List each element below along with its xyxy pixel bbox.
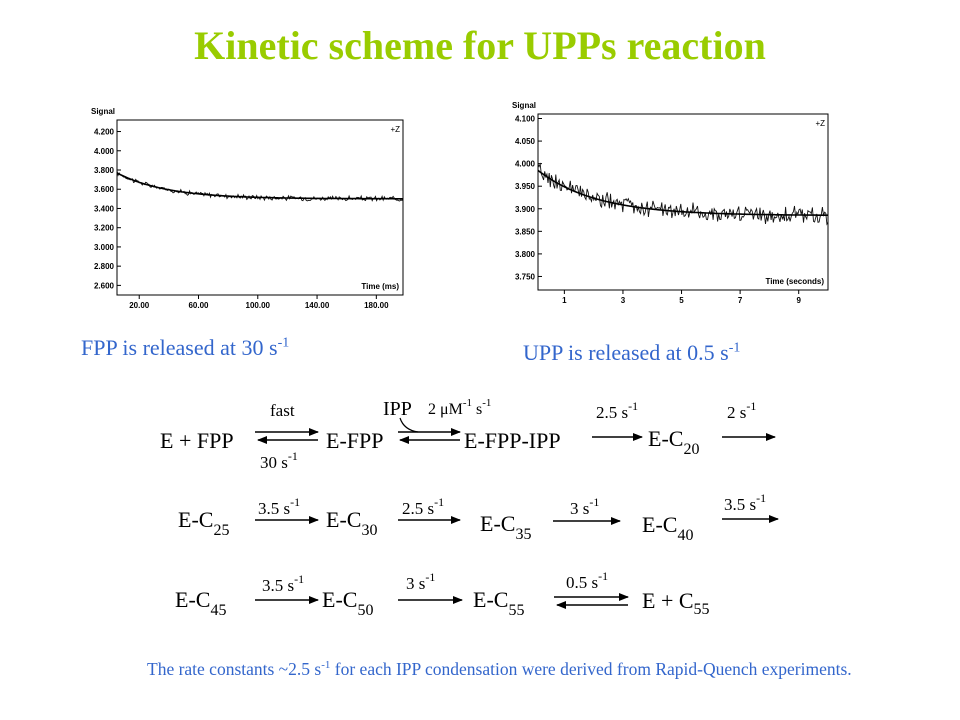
ipp-curved-arrow xyxy=(399,417,419,433)
x-axis-label: Time (seconds) xyxy=(765,277,824,286)
y-axis-label: Signal xyxy=(512,101,536,110)
x-axis-label: Time (ms) xyxy=(361,282,399,291)
y-tick-label: 3.750 xyxy=(515,272,536,281)
x-tick-label: 180.00 xyxy=(364,301,389,310)
row2-rate4: 3.5 s-1 xyxy=(724,491,766,514)
e-c50: E-C50 xyxy=(322,587,373,619)
row2-rate3: 3 s-1 xyxy=(570,495,599,518)
corner-label: +Z xyxy=(815,119,825,128)
e-plus-fpp: E + FPP xyxy=(160,428,234,453)
row3-rate1: 3.5 s-1 xyxy=(262,572,304,595)
y-tick-label: 3.200 xyxy=(94,224,115,233)
upp-caption-text: UPP is released at 0.5 s xyxy=(523,340,729,365)
y-tick-label: 4.000 xyxy=(94,147,115,156)
y-tick-label: 3.900 xyxy=(515,205,536,214)
fit-curve xyxy=(116,172,403,200)
plot-frame xyxy=(116,119,404,296)
ipp-label: IPP xyxy=(383,398,412,420)
y-tick-label: 3.600 xyxy=(94,185,115,194)
y-tick-label: 3.400 xyxy=(94,204,115,213)
y-tick-label: 3.950 xyxy=(515,182,536,191)
rate-constants-note: The rate constants ~2.5 s-1 for each IPP… xyxy=(147,652,937,682)
upp-release-chart: Signal +Z Time (seconds) 3.750 3.800 3.850 3.9… xyxy=(512,101,829,305)
e-fpp-ipp: E-FPP-IPP xyxy=(464,428,561,453)
fpp-release-chart: Signal +Z Time (ms) 2.600 2.800 3.000 3.200 3.4… xyxy=(91,107,404,310)
fit-curve xyxy=(537,169,828,216)
x-tick-label: 100.00 xyxy=(246,301,271,310)
fpp-caption-sup: -1 xyxy=(277,335,290,351)
corner-label: +Z xyxy=(390,125,400,134)
e-c45: E-C45 xyxy=(175,587,226,619)
row3-rate2: 3 s-1 xyxy=(406,570,435,593)
x-tick-label: 60.00 xyxy=(188,301,209,310)
e-fpp-complex: E-FPP xyxy=(326,428,383,453)
upp-release-plot: Signal +Z Time (seconds) 3.750 3.800 3.850 3.9… xyxy=(500,92,840,314)
e-c55: E-C55 xyxy=(473,587,524,619)
back-rate-label: 30 s-1 xyxy=(260,449,298,472)
row2-rate2: 2.5 s-1 xyxy=(402,495,444,518)
e-c25: E-C25 xyxy=(178,507,229,539)
x-tick-label: 9 xyxy=(796,296,801,305)
fpp-caption-text: FPP is released at 30 s xyxy=(81,335,278,360)
fpp-caption: FPP is released at 30 s-1 xyxy=(81,335,289,361)
y-tick-label: 4.200 xyxy=(94,128,115,137)
e-c30: E-C30 xyxy=(326,507,377,539)
x-tick-label: 3 xyxy=(621,296,626,305)
x-tick-label: 1 xyxy=(562,296,567,305)
upp-caption: UPP is released at 0.5 s-1 xyxy=(523,340,740,366)
fpp-release-plot: Signal +Z Time (ms) 2.600 2.800 3.000 3.200 3.4… xyxy=(82,100,414,318)
y-tick-label: 3.800 xyxy=(94,166,115,175)
y-tick-label: 3.800 xyxy=(515,250,536,259)
e-c20: E-C20 xyxy=(648,426,699,458)
slide-title: Kinetic scheme for UPPs reaction xyxy=(194,23,766,68)
row1-rate2: 2 s-1 xyxy=(727,399,756,422)
note-sup: -1 xyxy=(321,659,331,671)
x-tick-label: 140.00 xyxy=(305,301,330,310)
x-tick-label: 7 xyxy=(738,296,743,305)
ipp-rate-label: 2 μM-1 s-1 xyxy=(428,397,491,418)
y-tick-label: 4.000 xyxy=(515,160,536,169)
fast-label: fast xyxy=(270,401,295,420)
y-tick-label: 4.050 xyxy=(515,137,536,146)
y-tick-label: 2.800 xyxy=(94,262,115,271)
e-c35: E-C35 xyxy=(480,511,531,543)
y-tick-label: 3.850 xyxy=(515,227,536,236)
note-text-before: The rate constants ~2.5 s xyxy=(147,658,322,679)
plot-frame xyxy=(537,113,829,291)
upp-caption-sup: -1 xyxy=(728,340,741,356)
final-product: E + C55 xyxy=(642,588,710,618)
y-tick-label: 4.100 xyxy=(515,115,536,124)
y-axis-label: Signal xyxy=(91,107,115,116)
e-c40: E-C40 xyxy=(642,512,693,544)
row2-rate1: 3.5 s-1 xyxy=(258,495,300,518)
x-tick-label: 20.00 xyxy=(129,301,150,310)
x-tick-label: 5 xyxy=(679,296,684,305)
row1-rate1: 2.5 s-1 xyxy=(596,399,638,422)
y-tick-label: 3.000 xyxy=(94,243,115,252)
y-tick-label: 2.600 xyxy=(94,281,115,290)
note-text-after: for each IPP condensation were derived f… xyxy=(330,658,852,679)
row3-rate3: 0.5 s-1 xyxy=(566,569,608,592)
